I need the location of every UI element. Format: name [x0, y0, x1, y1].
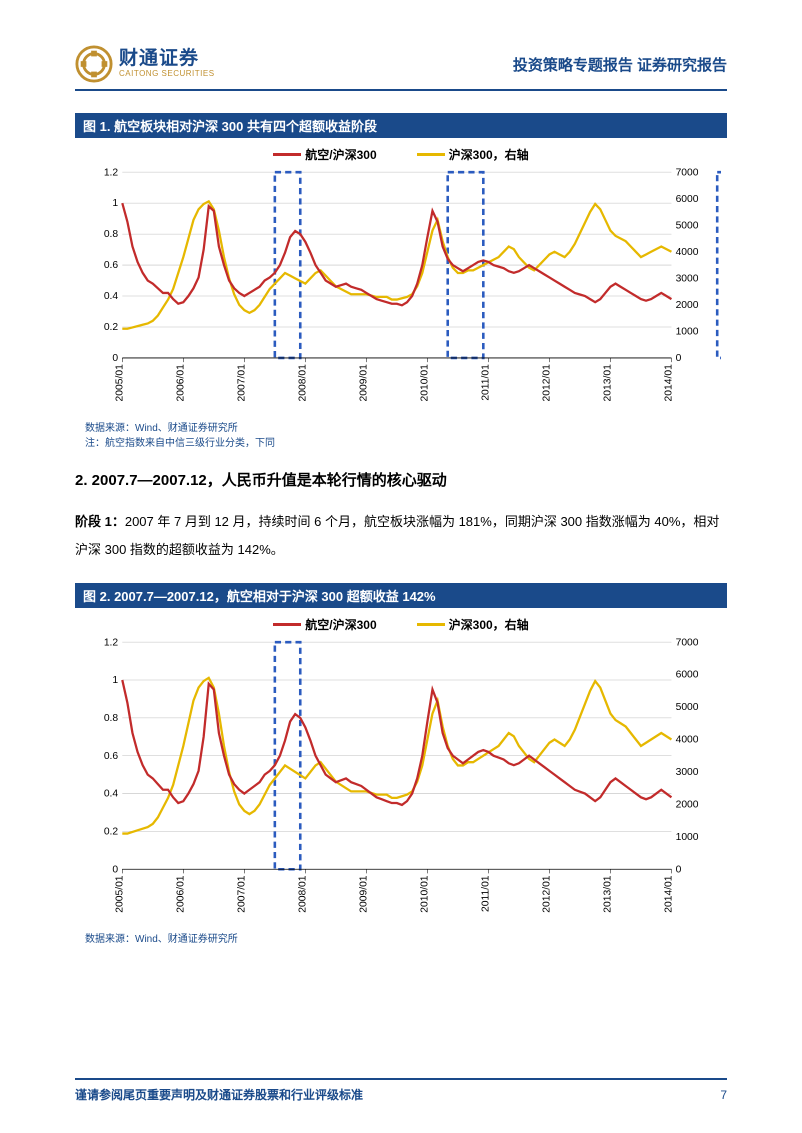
svg-text:0.4: 0.4: [104, 291, 119, 302]
legend-swatch-s2: [417, 153, 445, 156]
svg-text:1: 1: [112, 198, 118, 209]
chart2-box: 航空/沪深300 沪深300，右轴 0 0.2 0.4 0.6 0.8 1 1.2 0 1000…: [75, 610, 727, 928]
svg-text:2012/01: 2012/01: [541, 364, 552, 402]
chart1-source: 数据来源：Wind、财通证券研究所: [75, 419, 727, 434]
svg-text:1000: 1000: [676, 832, 699, 843]
chart1-legend-s2-label: 沪深300，右轴: [449, 146, 529, 163]
chart1-legend-series2: 沪深300，右轴: [417, 146, 529, 163]
svg-text:7000: 7000: [676, 637, 699, 648]
svg-text:0: 0: [676, 864, 682, 875]
section2-paragraph: 阶段 1：2007 年 7 月到 12 月，持续时间 6 个月，航空板块涨幅为 …: [75, 508, 727, 565]
svg-text:2005/01: 2005/01: [114, 364, 125, 402]
svg-text:5000: 5000: [676, 220, 699, 231]
chart2-legend-s1-label: 航空/沪深300: [305, 616, 376, 633]
svg-text:2006/01: 2006/01: [175, 875, 186, 913]
footer-disclaimer: 谨请参阅尾页重要声明及财通证券股票和行业评级标准: [75, 1086, 363, 1103]
svg-text:1.2: 1.2: [104, 167, 119, 178]
svg-text:2012/01: 2012/01: [541, 875, 552, 913]
para-body: 2007 年 7 月到 12 月，持续时间 6 个月，航空板块涨幅为 181%，…: [75, 514, 719, 558]
chart2-legend-series1: 航空/沪深300: [273, 616, 376, 633]
chart2-svg: 0 0.2 0.4 0.6 0.8 1 1.2 0 1000 2000 3000 4000 5000 60…: [81, 637, 721, 926]
svg-text:2014/01: 2014/01: [663, 364, 674, 402]
chart2-source: 数据来源：Wind、财通证券研究所: [75, 930, 727, 945]
svg-text:2000: 2000: [676, 799, 699, 810]
svg-text:7000: 7000: [676, 167, 699, 178]
svg-text:1000: 1000: [676, 327, 699, 338]
chart1-box: 航空/沪深300 沪深300，右轴 0 0.2 0.4 0.6 0.8 1 1.2 0 1000…: [75, 140, 727, 417]
report-category: 投资策略专题报告 证券研究报告: [513, 54, 727, 75]
svg-text:2008/01: 2008/01: [297, 364, 308, 402]
svg-text:2011/01: 2011/01: [480, 364, 491, 401]
svg-text:0.2: 0.2: [104, 322, 119, 333]
logo-cn: 财通证券: [119, 49, 215, 70]
svg-text:0.6: 0.6: [104, 751, 119, 762]
svg-text:0.2: 0.2: [104, 826, 119, 837]
svg-text:0.4: 0.4: [104, 789, 119, 800]
svg-text:0: 0: [676, 353, 682, 364]
svg-text:2005/01: 2005/01: [114, 875, 125, 913]
legend-swatch-s2: [417, 623, 445, 626]
header-divider: [75, 89, 727, 91]
logo-en: CAITONG SECURITIES: [119, 70, 215, 79]
chart1-note: 注：航空指数来自中信三级行业分类，下同: [75, 434, 727, 449]
svg-text:2007/01: 2007/01: [236, 875, 247, 913]
legend-swatch-s1: [273, 153, 301, 156]
chart1-legend-series1: 航空/沪深300: [273, 146, 376, 163]
svg-text:5000: 5000: [676, 702, 699, 713]
chart1-title: 图 1. 航空板块相对沪深 300 共有四个超额收益阶段: [75, 113, 727, 138]
footer-divider: [75, 1078, 727, 1080]
svg-text:2014/01: 2014/01: [663, 875, 674, 913]
svg-text:2011/01: 2011/01: [480, 875, 491, 912]
svg-text:0: 0: [112, 353, 118, 364]
svg-text:0.6: 0.6: [104, 260, 119, 271]
svg-text:2006/01: 2006/01: [175, 364, 186, 402]
svg-text:3000: 3000: [676, 767, 699, 778]
logo-text: 财通证券 CAITONG SECURITIES: [119, 49, 215, 79]
svg-text:6000: 6000: [676, 194, 699, 205]
svg-text:3000: 3000: [676, 273, 699, 284]
para-lead: 阶段 1：: [75, 514, 125, 529]
svg-text:2009/01: 2009/01: [358, 364, 369, 402]
svg-text:4000: 4000: [676, 735, 699, 746]
svg-text:2008/01: 2008/01: [297, 875, 308, 913]
page-number: 7: [720, 1088, 727, 1102]
legend-swatch-s1: [273, 623, 301, 626]
svg-text:2013/01: 2013/01: [602, 875, 613, 913]
svg-text:2010/01: 2010/01: [419, 875, 430, 913]
svg-text:2000: 2000: [676, 300, 699, 311]
chart2-legend-series2: 沪深300，右轴: [417, 616, 529, 633]
svg-text:2013/01: 2013/01: [602, 364, 613, 402]
svg-text:1.2: 1.2: [104, 637, 119, 648]
svg-text:2010/01: 2010/01: [419, 364, 430, 402]
svg-text:0: 0: [112, 864, 118, 875]
chart2-title: 图 2. 2007.7—2007.12，航空相对于沪深 300 超额收益 142…: [75, 583, 727, 608]
logo-block: 财通证券 CAITONG SECURITIES: [75, 45, 215, 83]
chart1-legend: 航空/沪深300 沪深300，右轴: [81, 146, 721, 163]
svg-text:0.8: 0.8: [104, 713, 119, 724]
company-logo-icon: [75, 45, 113, 83]
chart1-svg: 0 0.2 0.4 0.6 0.8 1 1.2 0 1000 2000 3000 4000 5000 60…: [81, 167, 721, 415]
svg-text:6000: 6000: [676, 670, 699, 681]
svg-text:2009/01: 2009/01: [358, 875, 369, 913]
page-header: 财通证券 CAITONG SECURITIES 投资策略专题报告 证券研究报告: [75, 45, 727, 83]
chart1-legend-s1-label: 航空/沪深300: [305, 146, 376, 163]
page-footer: 谨请参阅尾页重要声明及财通证券股票和行业评级标准 7: [75, 1078, 727, 1103]
chart2-legend: 航空/沪深300 沪深300，右轴: [81, 616, 721, 633]
svg-text:2007/01: 2007/01: [236, 364, 247, 402]
svg-text:4000: 4000: [676, 247, 699, 258]
svg-text:1: 1: [112, 675, 118, 686]
section2-heading: 2. 2007.7—2007.12，人民币升值是本轮行情的核心驱动: [75, 469, 727, 490]
svg-text:0.8: 0.8: [104, 229, 119, 240]
chart2-legend-s2-label: 沪深300，右轴: [449, 616, 529, 633]
